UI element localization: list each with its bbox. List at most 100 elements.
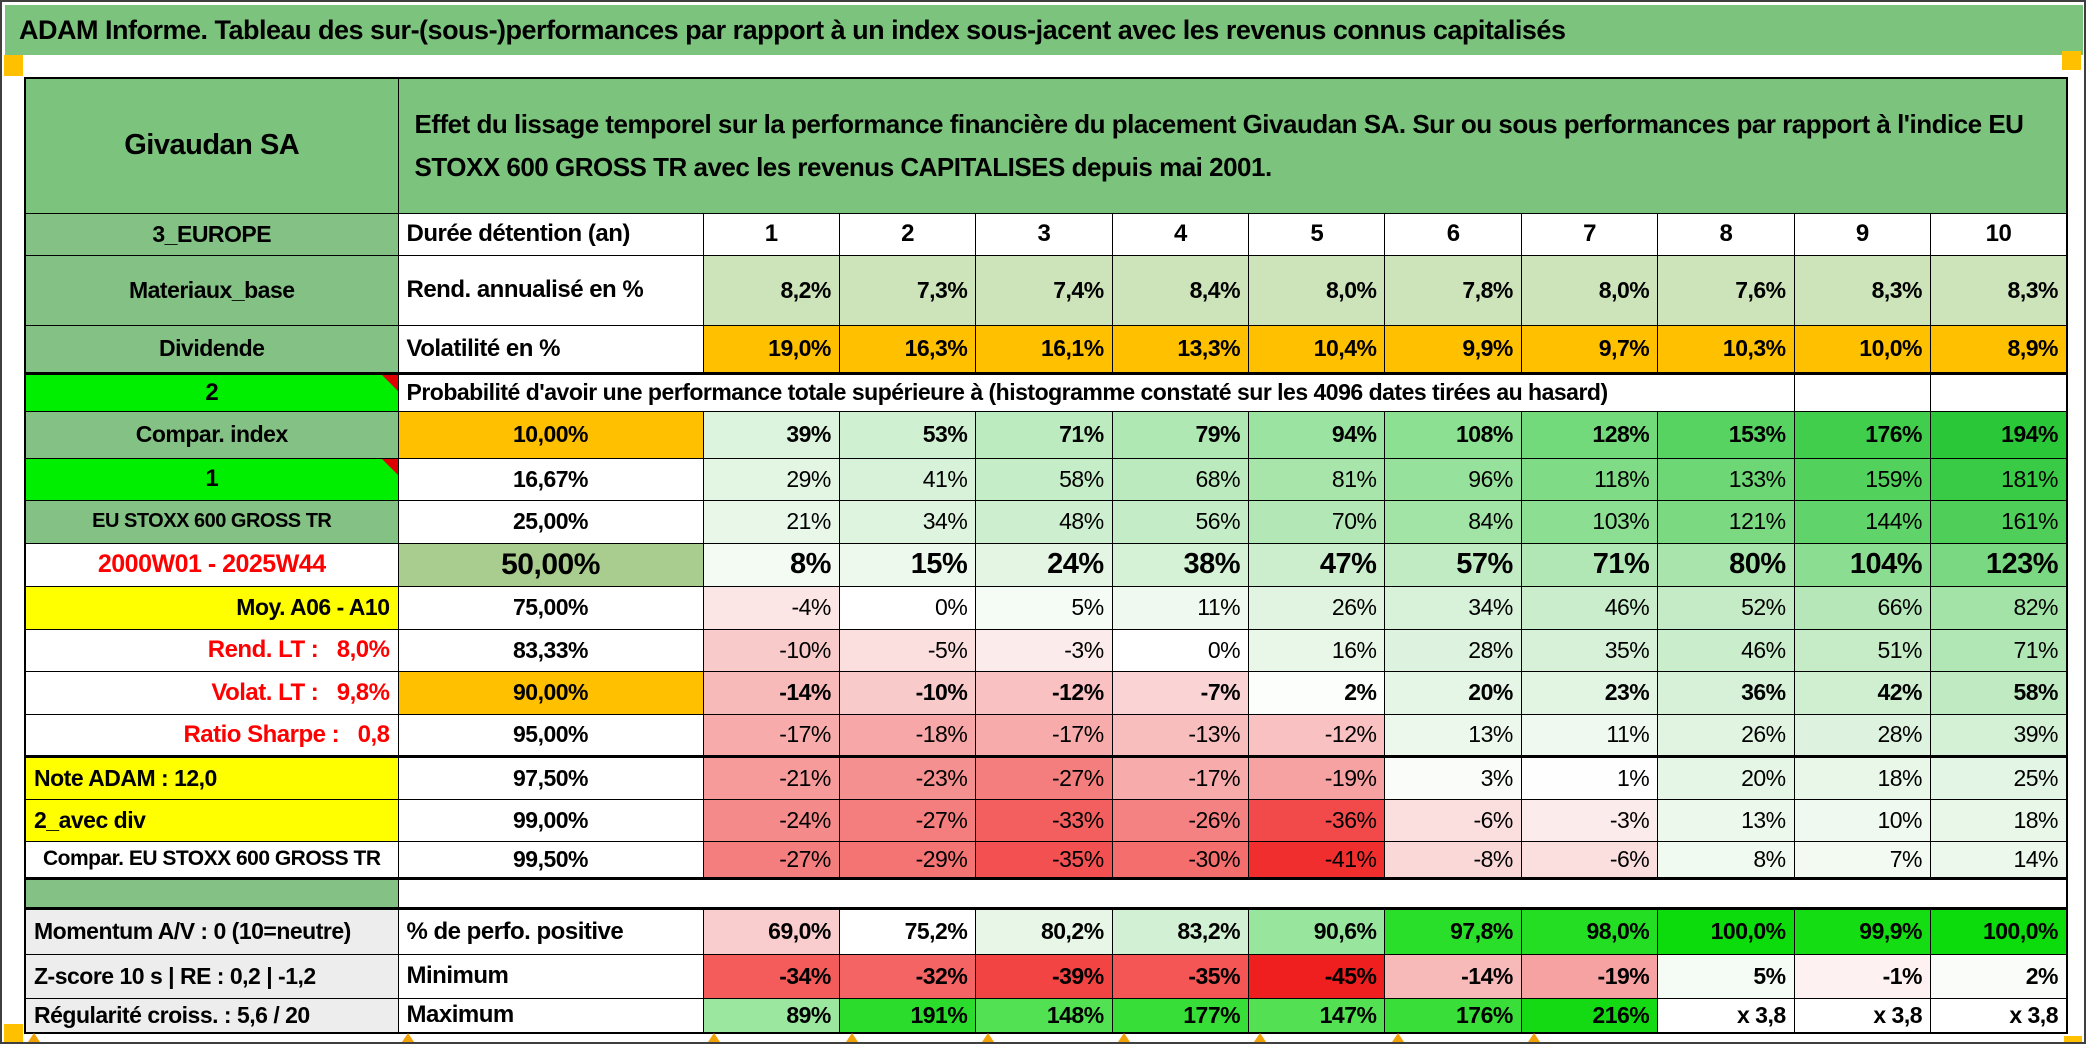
threshold-cell[interactable]: 16,67% <box>397 457 704 501</box>
value-cell[interactable]: 94% <box>1248 410 1386 459</box>
row-label-cell[interactable]: EU STOXX 600 GROSS TR <box>24 499 399 544</box>
value-cell[interactable]: 89% <box>702 997 840 1034</box>
value-cell[interactable]: 71% <box>1930 628 2068 672</box>
value-cell[interactable]: 26% <box>1248 585 1386 630</box>
value-cell[interactable]: 69,0% <box>702 906 840 955</box>
description-cell[interactable]: Effet du lissage temporel sur la perform… <box>397 77 2068 214</box>
value-cell[interactable]: -18% <box>838 713 977 757</box>
row-label-cell[interactable]: Rend. LT : 8,0% <box>24 628 399 672</box>
value-cell[interactable]: 28% <box>1793 713 1932 757</box>
value-cell[interactable]: -32% <box>838 953 977 999</box>
value-cell[interactable]: 28% <box>1384 628 1522 672</box>
row-label-cell[interactable]: Materiaux_base <box>24 254 399 326</box>
value-cell[interactable]: 84% <box>1384 499 1522 544</box>
value-cell[interactable]: -35% <box>1111 953 1250 999</box>
value-cell[interactable]: 8,2% <box>702 254 840 326</box>
value-cell[interactable]: -34% <box>702 953 840 999</box>
value-cell[interactable]: 15% <box>838 542 977 587</box>
value-cell[interactable]: 57% <box>1384 542 1522 587</box>
value-cell[interactable]: 148% <box>975 997 1113 1034</box>
threshold-cell[interactable]: 75,00% <box>397 585 704 630</box>
value-cell[interactable]: 10,3% <box>1657 324 1795 374</box>
value-cell[interactable]: 121% <box>1657 499 1795 544</box>
value-cell[interactable]: 79% <box>1111 410 1250 459</box>
value-cell[interactable]: -24% <box>702 798 840 842</box>
value-cell[interactable]: 52% <box>1657 585 1795 630</box>
threshold-cell[interactable]: 50,00% <box>397 542 704 587</box>
value-cell[interactable]: 97,8% <box>1384 906 1522 955</box>
value-cell[interactable]: 147% <box>1248 997 1386 1034</box>
summary-label-cell[interactable]: Z-score 10 s | RE : 0,2 | -1,2 <box>24 953 399 999</box>
period-header-cell[interactable]: 1 <box>702 212 840 256</box>
value-cell[interactable]: 80% <box>1657 542 1795 587</box>
row-label-cell[interactable]: 2_avec div <box>24 798 399 842</box>
value-cell[interactable]: 71% <box>975 410 1113 459</box>
value-cell[interactable]: -10% <box>838 670 977 715</box>
value-cell[interactable]: -3% <box>1520 798 1659 842</box>
period-header-cell[interactable]: 7 <box>1520 212 1659 256</box>
value-cell[interactable]: -6% <box>1384 798 1522 842</box>
separator-cell[interactable] <box>397 876 2068 909</box>
value-cell[interactable]: -36% <box>1248 798 1386 842</box>
value-cell[interactable]: -17% <box>702 713 840 757</box>
value-cell[interactable]: 8% <box>1657 840 1795 879</box>
value-cell[interactable]: 161% <box>1930 499 2068 544</box>
value-cell[interactable]: 29% <box>702 457 840 501</box>
value-cell[interactable]: 118% <box>1520 457 1659 501</box>
value-cell[interactable]: -12% <box>1248 713 1386 757</box>
row-label-cell[interactable]: 2000W01 - 2025W44 <box>24 542 399 587</box>
value-cell[interactable]: x 3,8 <box>1930 997 2068 1034</box>
value-cell[interactable]: 8,0% <box>1520 254 1659 326</box>
row-label-cell[interactable]: Ratio Sharpe : 0,8 <box>24 713 399 757</box>
value-cell[interactable]: 9,7% <box>1520 324 1659 374</box>
value-cell[interactable]: 36% <box>1657 670 1795 715</box>
value-cell[interactable]: 13,3% <box>1111 324 1250 374</box>
value-cell[interactable]: 18% <box>1793 754 1932 800</box>
value-cell[interactable]: 100,0% <box>1930 906 2068 955</box>
period-header-cell[interactable]: 8 <box>1657 212 1795 256</box>
summary-label-cell[interactable]: Régularité croiss. : 5,6 / 20 <box>24 997 399 1034</box>
value-cell[interactable]: -7% <box>1111 670 1250 715</box>
value-cell[interactable]: -1% <box>1793 953 1932 999</box>
value-cell[interactable]: x 3,8 <box>1793 997 1932 1034</box>
value-cell[interactable]: 7,4% <box>975 254 1113 326</box>
value-cell[interactable]: 10,4% <box>1248 324 1386 374</box>
value-cell[interactable]: 0% <box>1111 628 1250 672</box>
value-cell[interactable]: -45% <box>1248 953 1386 999</box>
value-cell[interactable]: -3% <box>975 628 1113 672</box>
metric-cell[interactable]: Volatilité en % <box>397 324 704 374</box>
empty-cell[interactable] <box>1930 371 2068 412</box>
row-label-cell[interactable]: Volat. LT : 9,8% <box>24 670 399 715</box>
value-cell[interactable]: -17% <box>975 713 1113 757</box>
period-header-cell[interactable]: 2 <box>838 212 977 256</box>
value-cell[interactable]: 100,0% <box>1657 906 1795 955</box>
value-cell[interactable]: 98,0% <box>1520 906 1659 955</box>
value-cell[interactable]: -27% <box>838 798 977 842</box>
value-cell[interactable]: 96% <box>1384 457 1522 501</box>
summary-metric-cell[interactable]: Minimum <box>397 953 704 999</box>
value-cell[interactable]: 56% <box>1111 499 1250 544</box>
value-cell[interactable]: 11% <box>1111 585 1250 630</box>
value-cell[interactable]: 24% <box>975 542 1113 587</box>
value-cell[interactable]: 216% <box>1520 997 1659 1034</box>
value-cell[interactable]: 41% <box>838 457 977 501</box>
value-cell[interactable]: 13% <box>1657 798 1795 842</box>
value-cell[interactable]: 18% <box>1930 798 2068 842</box>
value-cell[interactable]: 5% <box>975 585 1113 630</box>
value-cell[interactable]: 2% <box>1248 670 1386 715</box>
value-cell[interactable]: -14% <box>702 670 840 715</box>
value-cell[interactable]: 25% <box>1930 754 2068 800</box>
value-cell[interactable]: 9,9% <box>1384 324 1522 374</box>
value-cell[interactable]: -10% <box>702 628 840 672</box>
summary-metric-cell[interactable]: Maximum <box>397 997 704 1034</box>
value-cell[interactable]: 8,3% <box>1793 254 1932 326</box>
value-cell[interactable]: 0% <box>838 585 977 630</box>
summary-metric-cell[interactable]: % de perfo. positive <box>397 906 704 955</box>
value-cell[interactable]: 90,6% <box>1248 906 1386 955</box>
row-label-cell[interactable]: Moy. A06 - A10 <box>24 585 399 630</box>
corner-note-cell[interactable]: 2 <box>24 371 399 412</box>
value-cell[interactable]: -23% <box>838 754 977 800</box>
value-cell[interactable]: 46% <box>1657 628 1795 672</box>
value-cell[interactable]: 108% <box>1384 410 1522 459</box>
value-cell[interactable]: 82% <box>1930 585 2068 630</box>
